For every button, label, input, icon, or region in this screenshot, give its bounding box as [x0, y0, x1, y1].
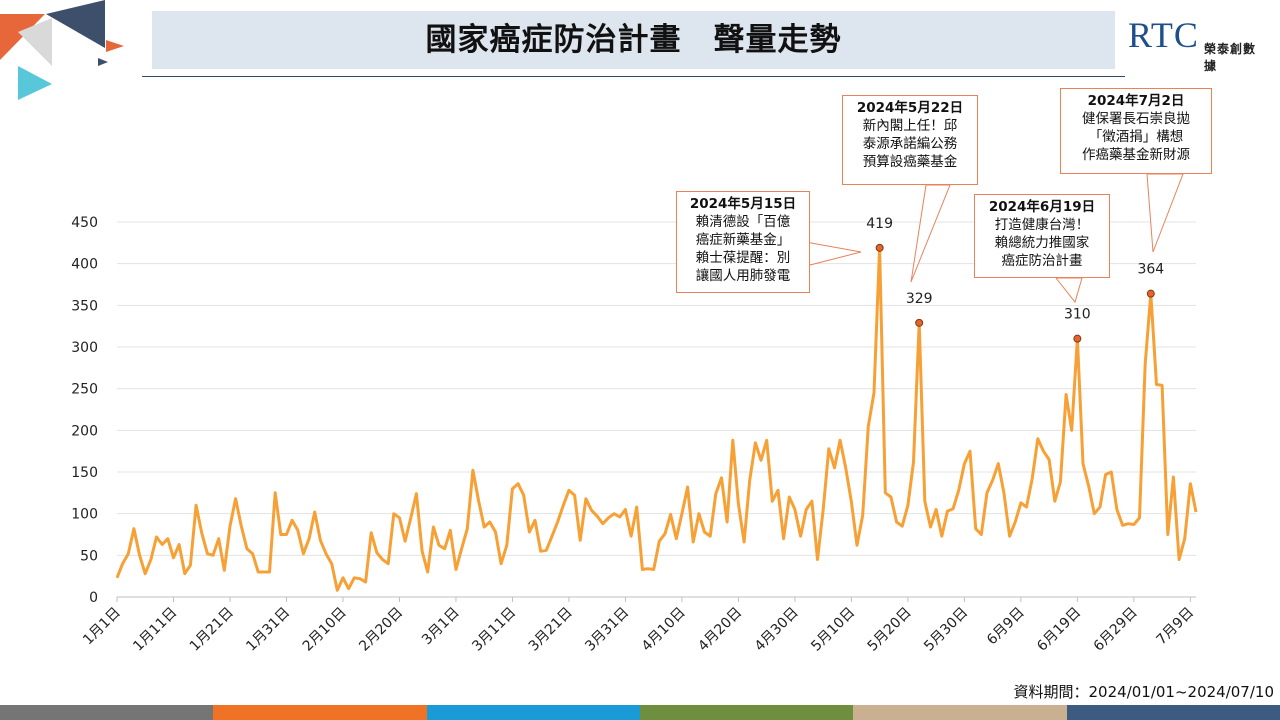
- x-tick-label: 4月20日: [695, 605, 745, 655]
- x-tick-label: 3月21日: [526, 605, 576, 655]
- callout-text-line: 新內閣上任！邱: [862, 118, 958, 134]
- x-tick-label: 3月1日: [419, 605, 463, 649]
- color-bar-segment: [1066, 705, 1280, 720]
- y-tick-label: 50: [80, 548, 98, 564]
- callout-date: 2024年5月22日: [856, 100, 964, 116]
- deco-small-orange-triangle: [106, 40, 124, 52]
- callout-text-line: 泰源承諾編公務: [862, 136, 958, 152]
- company-logo: RTC 榮泰創數據: [1128, 10, 1268, 73]
- data-period-note: 資料期間：2024/01/01~2024/07/10: [1013, 683, 1274, 701]
- x-tick-label: 5月10日: [808, 605, 858, 655]
- x-tick-label: 3月11日: [469, 605, 519, 655]
- color-bar-segment: [853, 705, 1067, 720]
- deco-gray-triangle: [18, 18, 52, 66]
- x-tick-label: 2月20日: [356, 605, 406, 655]
- callout-box: 2024年5月15日 賴清德設「百億 癌症新藥基金」 賴士葆提醒：別 讓國人用肺發電: [676, 191, 810, 293]
- page-title: 國家癌症防治計畫 聲量走勢: [425, 22, 842, 58]
- x-tick-label: 4月10日: [639, 605, 689, 655]
- x-tick-label: 7月9日: [1153, 605, 1197, 649]
- callout-date: 2024年6月19日: [988, 199, 1096, 215]
- y-tick-label: 400: [71, 257, 98, 273]
- corner-decoration: [0, 0, 124, 100]
- y-tick-label: 100: [71, 507, 98, 523]
- x-tick-label: 5月30日: [921, 605, 971, 655]
- title-banner: 國家癌症防治計畫 聲量走勢: [152, 11, 1115, 69]
- peak-marker: [915, 318, 924, 327]
- x-tick-label: 3月31日: [582, 605, 632, 655]
- y-tick-label: 350: [71, 298, 98, 314]
- callout-pointer: [910, 184, 951, 283]
- callout-date: 2024年7月2日: [1087, 93, 1185, 109]
- logo-subtitle: 榮泰創數據: [1204, 42, 1257, 73]
- data-label: 310: [1064, 307, 1091, 323]
- logo-text: RTC: [1128, 15, 1199, 55]
- y-tick-label: 300: [71, 340, 98, 356]
- callout-text-line: 賴士葆提醒：別: [695, 250, 791, 266]
- y-tick-label: 0: [89, 590, 98, 606]
- data-label: 364: [1137, 262, 1164, 278]
- callout-text-line: 打造健康台灣！: [994, 217, 1090, 233]
- color-bar-segment: [213, 705, 427, 720]
- callout-text-line: 賴總統力推國家: [994, 235, 1090, 251]
- callout-text-line: 健保署長石崇良拋: [1082, 111, 1190, 127]
- callout-text-line: 預算設癌藥基金: [862, 154, 958, 170]
- x-tick-label: 6月9日: [984, 605, 1028, 649]
- x-tick-label: 6月19日: [1034, 605, 1084, 655]
- logo-mark: RTC: [1128, 14, 1199, 56]
- y-tick-label: 150: [71, 465, 98, 481]
- axes: 0 50 100 150 200 250 300 350 400 450 1月1日 1月11日 1月21…: [71, 215, 1197, 655]
- color-bar-segment: [639, 705, 854, 720]
- title-underline: [142, 76, 1125, 77]
- x-tick-label: 6月29日: [1091, 605, 1141, 655]
- callout-text-line: 讓國人用肺發電: [695, 268, 791, 284]
- peak-marker: [1073, 334, 1082, 343]
- x-tick-label: 2月10日: [300, 605, 350, 655]
- deco-orange-triangle: [0, 14, 45, 60]
- callout-pointers: [799, 173, 1184, 304]
- callout-box: 2024年7月2日 健保署長石崇良拋 「徵酒捐」構想 作癌藥基金新財源: [1060, 88, 1212, 174]
- x-tick-label: 1月1日: [80, 605, 124, 649]
- callout-text-line: 「徵酒捐」構想: [1088, 129, 1184, 145]
- callout-date: 2024年5月15日: [689, 196, 797, 212]
- bottom-color-bar: [0, 705, 1280, 720]
- callout-text-line: 作癌藥基金新財源: [1082, 147, 1190, 163]
- y-tick-label: 450: [71, 215, 98, 231]
- color-bar-segment: [426, 705, 640, 720]
- peak-marker: [875, 243, 884, 252]
- data-label: 419: [866, 216, 893, 232]
- deco-cyan-triangle: [18, 66, 52, 100]
- callout-text-line: 癌症新藥基金」: [695, 232, 791, 248]
- color-bar-segment: [0, 705, 214, 720]
- deco-navy-triangle: [46, 0, 105, 48]
- peak-markers: 419 329 310 364: [866, 216, 1164, 343]
- deco-small-navy-triangle: [98, 58, 108, 66]
- series-line-path: [115, 246, 1198, 592]
- series-line: [115, 246, 1198, 592]
- x-tick-label: 4月30日: [752, 605, 802, 655]
- callout-text-line: 賴清德設「百億: [695, 214, 791, 230]
- y-tick-label: 250: [71, 382, 98, 398]
- x-tick-label: 5月20日: [865, 605, 915, 655]
- callout-box: 2024年6月19日 打造健康台灣！ 賴總統力推國家 癌症防治計畫: [974, 194, 1110, 278]
- callout-box: 2024年5月22日 新內閣上任！邱 泰源承諾編公務 預算設癌藥基金: [842, 95, 978, 185]
- data-label: 329: [906, 291, 933, 307]
- x-tick-label: 1月21日: [187, 605, 237, 655]
- callout-text-line: 癌症防治計畫: [1001, 253, 1083, 269]
- y-tick-label: 200: [71, 423, 98, 439]
- x-tick-label: 1月11日: [130, 605, 180, 655]
- x-tick-label: 1月31日: [243, 605, 293, 655]
- callout-pointer: [1054, 277, 1083, 304]
- callout-pointer: [1146, 173, 1184, 253]
- peak-marker: [1146, 289, 1155, 298]
